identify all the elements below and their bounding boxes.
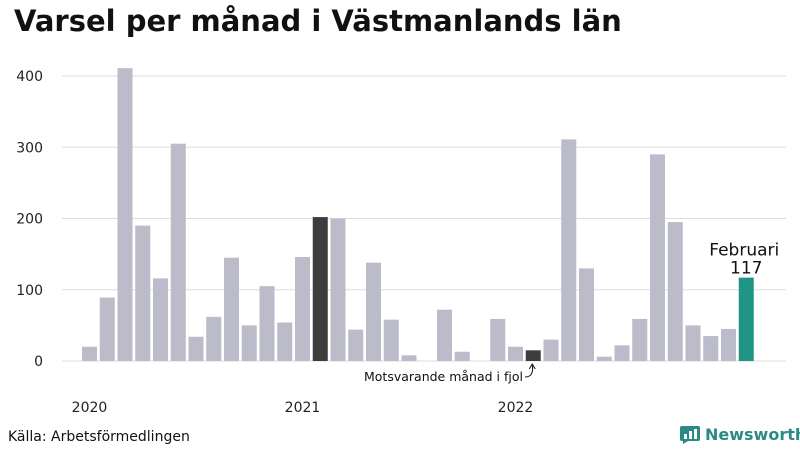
newsworthy-logo-icon [680,425,700,444]
bar [508,346,523,361]
bar [188,336,204,361]
bar [383,319,399,361]
bar [721,328,736,361]
x-tick-label: 2020 [72,400,108,416]
bar [685,325,701,361]
bar [170,143,186,361]
bar [454,351,470,361]
brand-name: Newsworthy [705,425,800,444]
annotation-current-value: 117 [730,259,762,279]
bar [596,356,612,361]
brand-logo: Newsworthy [680,425,800,444]
annotation-current-month: Februari [709,241,779,261]
bar [99,297,115,361]
bar [490,318,506,361]
bar [738,277,754,361]
bar [703,336,719,361]
bar [82,346,97,361]
bar [525,350,541,361]
bar [135,225,151,361]
bar [632,318,648,361]
y-tick-label: 400 [16,69,43,85]
annotation-arrowhead [528,363,536,370]
y-tick-label: 300 [16,140,43,156]
bar [153,278,168,361]
bar [277,322,293,361]
y-tick-label: 200 [16,212,43,228]
bar [259,286,275,361]
bar [330,218,346,361]
bar [117,68,133,361]
source-label: Källa: Arbetsförmedlingen [8,429,190,445]
bar [241,325,257,361]
x-tick-label: 2021 [285,400,321,416]
x-tick-label: 2022 [498,400,534,416]
annotation-arrow [524,364,534,378]
bar [348,329,364,361]
y-tick-label: 0 [34,354,43,370]
chart-title: Varsel per månad i Västmanlands län [14,4,622,38]
bar [224,257,239,361]
bar [667,222,683,361]
bar [401,355,417,361]
bar [579,268,594,361]
y-tick-label: 100 [16,283,43,299]
bar [614,345,630,361]
bar [206,316,222,361]
annotation-last-year: Motsvarande månad i fjol [364,369,523,384]
bar [650,154,665,361]
bar [312,217,328,361]
bar [437,309,452,361]
bar [366,262,381,361]
bar [543,339,559,361]
bar [561,139,577,361]
bar [295,256,310,361]
